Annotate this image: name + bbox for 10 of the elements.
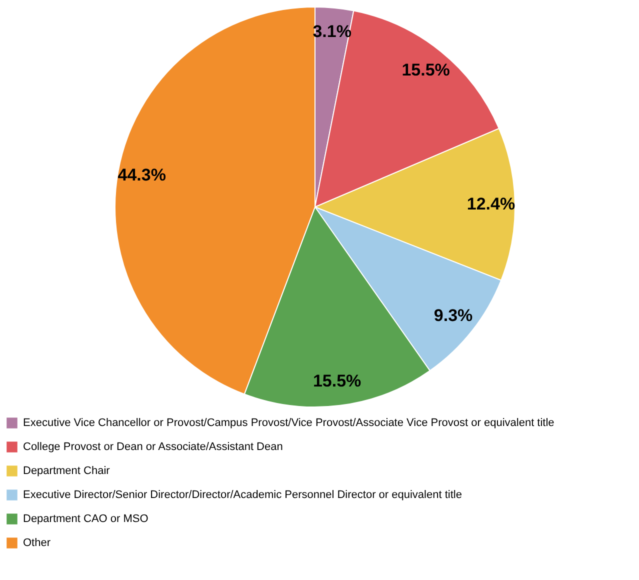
data-label: 15.5% (402, 60, 450, 80)
legend-label: Executive Director/Senior Director/Director/Academic Personnel Director or equivalent title (23, 489, 462, 501)
legend-label: Department CAO or MSO (23, 513, 149, 525)
data-label: 15.5% (312, 372, 362, 391)
legend-label: College Provost or Dean or Associate/Assistant Dean (23, 441, 283, 453)
legend-label: Department Chair (23, 465, 110, 477)
legend-label: Other (23, 537, 51, 549)
data-label: 44.3% (118, 165, 166, 184)
legend-label: Executive Vice Chancellor or Provost/Campus Provost/Vice Provost/Associate Vice Provost or equivalent title (23, 417, 554, 429)
data-label: 9.3% (434, 306, 473, 325)
